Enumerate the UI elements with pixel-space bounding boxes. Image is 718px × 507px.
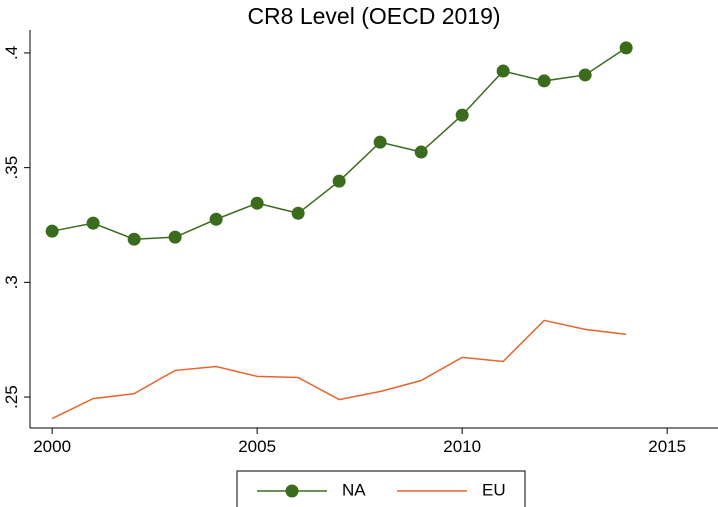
- x-tick-label: 2005: [238, 437, 276, 456]
- legend-box: [236, 470, 526, 507]
- data-point: [455, 108, 469, 122]
- data-point: [414, 145, 428, 159]
- data-point: [86, 216, 100, 230]
- legend-label: NA: [342, 480, 366, 499]
- y-tick-label: .25: [2, 385, 21, 409]
- series-line: [51, 319, 627, 420]
- data-point: [496, 64, 510, 78]
- data-point: [209, 212, 223, 226]
- data-point: [45, 224, 59, 238]
- x-tick-label: 2010: [443, 437, 481, 456]
- y-tick-label: .35: [2, 156, 21, 180]
- chart-title: CR8 Level (OECD 2019): [247, 3, 500, 29]
- data-point: [127, 232, 141, 246]
- data-point: [168, 230, 182, 244]
- legend-label: EU: [482, 480, 506, 499]
- data-point: [578, 68, 592, 82]
- data-point: [332, 174, 346, 188]
- x-tick-label: 2015: [648, 437, 686, 456]
- x-tick-label: 2000: [33, 437, 71, 456]
- legend-marker: [285, 484, 299, 498]
- data-point: [537, 74, 551, 88]
- data-point: [373, 135, 387, 149]
- data-point: [250, 196, 264, 210]
- data-point: [291, 206, 305, 220]
- data-point: [619, 41, 633, 55]
- y-tick-label: .4: [2, 46, 21, 60]
- y-tick-label: .3: [2, 275, 21, 289]
